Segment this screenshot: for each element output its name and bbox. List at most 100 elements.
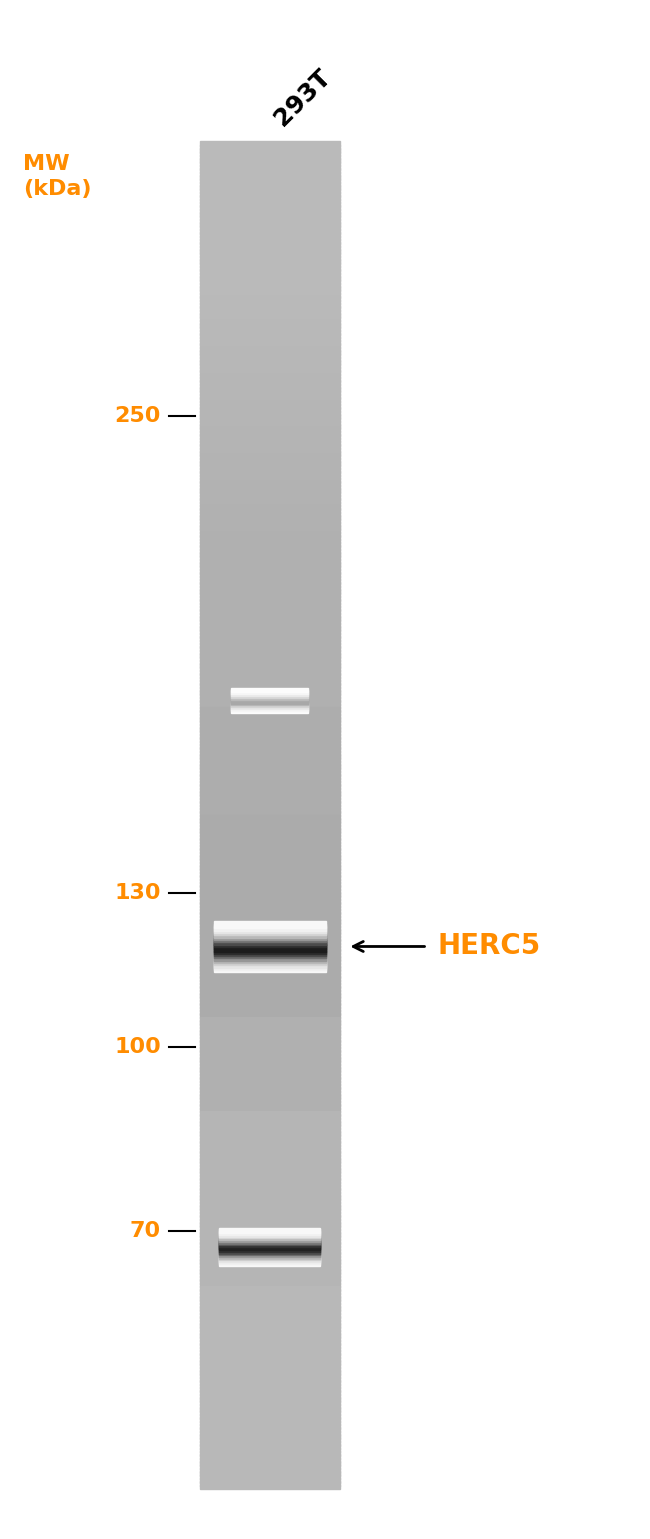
Bar — [231, 705, 308, 709]
Bar — [200, 1034, 339, 1039]
Bar — [220, 1231, 320, 1237]
Bar — [200, 269, 339, 274]
Bar — [200, 175, 339, 180]
Bar — [200, 802, 339, 806]
Bar — [231, 702, 308, 705]
Bar — [200, 1171, 339, 1176]
Bar — [200, 599, 339, 605]
Bar — [200, 1202, 339, 1207]
Bar — [200, 788, 339, 793]
Bar — [200, 508, 339, 512]
Bar — [200, 522, 339, 526]
Bar — [220, 1254, 320, 1260]
Bar — [200, 165, 339, 169]
Bar — [214, 954, 326, 960]
Bar — [200, 259, 339, 265]
Bar — [200, 1027, 339, 1031]
Bar — [200, 1087, 339, 1093]
Bar — [200, 1420, 339, 1425]
Bar — [200, 731, 339, 736]
Bar — [200, 1471, 339, 1476]
Bar — [200, 1360, 339, 1365]
Bar — [200, 380, 339, 385]
Bar — [200, 414, 339, 419]
Bar — [220, 1230, 320, 1236]
Bar — [214, 923, 326, 931]
Bar — [200, 689, 339, 696]
Bar — [200, 1387, 339, 1391]
Bar — [200, 686, 339, 691]
Bar — [200, 202, 339, 206]
Bar — [200, 649, 339, 654]
Bar — [200, 1481, 339, 1487]
Bar — [200, 885, 339, 890]
Text: 293T: 293T — [270, 65, 335, 131]
Bar — [200, 780, 339, 786]
Bar — [200, 723, 339, 728]
Bar — [200, 859, 339, 863]
Bar — [200, 950, 339, 954]
Bar — [214, 940, 326, 946]
Bar — [200, 545, 339, 551]
Bar — [200, 1003, 339, 1008]
Bar — [200, 603, 339, 608]
Bar — [200, 263, 339, 268]
Bar — [200, 536, 339, 540]
Bar — [200, 1373, 339, 1379]
Bar — [200, 286, 339, 291]
Bar — [200, 366, 339, 372]
Bar — [214, 950, 326, 956]
Bar — [200, 888, 339, 894]
Bar — [200, 1424, 339, 1428]
Bar — [200, 1074, 339, 1079]
Bar — [214, 959, 326, 965]
Text: 70: 70 — [130, 1222, 161, 1240]
Bar — [200, 808, 339, 813]
Bar — [200, 706, 339, 711]
Bar — [200, 1103, 339, 1110]
Bar — [200, 930, 339, 934]
Bar — [200, 1182, 339, 1187]
Bar — [200, 905, 339, 911]
Bar — [200, 229, 339, 234]
Bar — [200, 1427, 339, 1433]
Bar — [200, 400, 339, 405]
Bar — [200, 1148, 339, 1153]
Bar — [200, 162, 339, 166]
Bar — [231, 691, 308, 696]
Bar — [200, 851, 339, 857]
Bar — [200, 1307, 339, 1311]
Bar — [200, 902, 339, 906]
Bar — [200, 1120, 339, 1127]
Bar — [200, 629, 339, 634]
Bar — [200, 616, 339, 620]
Bar — [200, 963, 339, 968]
Bar — [200, 1465, 339, 1470]
Bar — [200, 1384, 339, 1388]
Bar — [200, 899, 339, 903]
Bar — [200, 771, 339, 776]
Bar — [200, 996, 339, 1002]
Bar — [200, 354, 339, 359]
Text: 100: 100 — [114, 1037, 161, 1056]
Bar — [214, 926, 326, 933]
Bar — [200, 1474, 339, 1479]
Bar — [200, 1316, 339, 1320]
Bar — [200, 697, 339, 702]
Bar — [200, 1151, 339, 1156]
Bar — [200, 1157, 339, 1163]
Bar — [200, 1145, 339, 1150]
Bar — [220, 1228, 320, 1233]
Bar — [200, 1282, 339, 1288]
Bar — [214, 965, 326, 973]
Bar — [200, 411, 339, 416]
Bar — [200, 623, 339, 628]
Bar — [231, 689, 308, 694]
Bar — [200, 1262, 339, 1267]
Bar — [200, 1047, 339, 1051]
Bar — [200, 1276, 339, 1280]
Bar — [200, 1191, 339, 1197]
Bar — [200, 1353, 339, 1359]
Bar — [200, 879, 339, 883]
Bar — [200, 785, 339, 790]
